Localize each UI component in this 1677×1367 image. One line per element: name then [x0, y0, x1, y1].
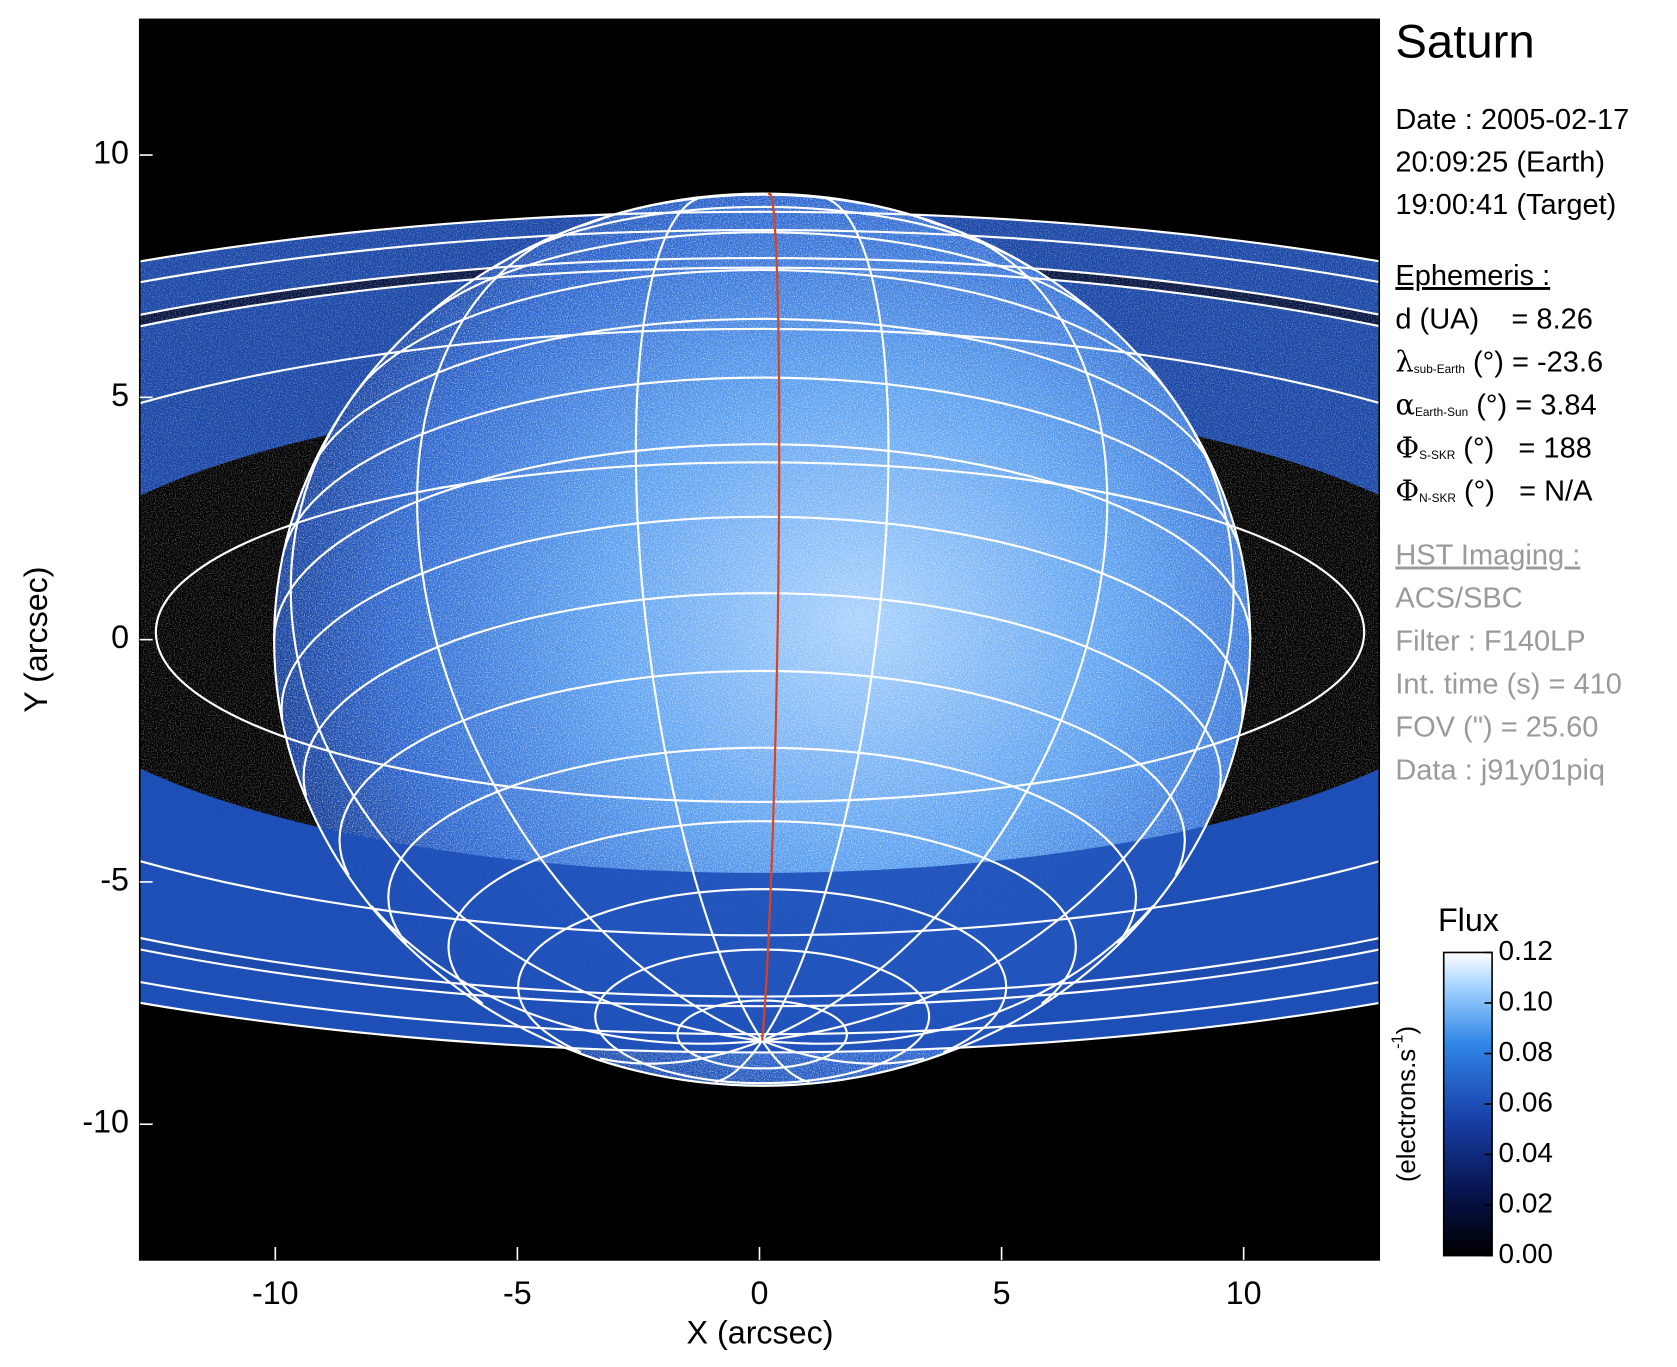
meridian-line: [762, 383, 1235, 1042]
latitude-line: [302, 592, 1222, 797]
info-line: Date : 2005-02-17: [1395, 104, 1629, 136]
meridian-line: [761, 1040, 810, 1084]
image: [139, 192, 1380, 1087]
ring-outline: [139, 257, 1380, 1008]
colorbar-tick-label: 0.00: [1499, 1238, 1553, 1269]
y-tick-label: -10: [82, 1104, 129, 1140]
x-tick-label: 5: [993, 1275, 1011, 1311]
ephemeris-row: ΦN-SKR (°) = N/A: [1395, 473, 1593, 507]
meridian-line: [370, 905, 763, 1045]
meridian-line: [761, 222, 1109, 1042]
symbol: Φ: [1395, 430, 1419, 464]
meridian-line: [599, 1039, 763, 1065]
imaging-heading: HST Imaging :: [1395, 540, 1580, 572]
meridian-line: [714, 1040, 764, 1084]
subscript: N-SKR: [1419, 491, 1456, 505]
latitude-line: [676, 999, 848, 1070]
planet-overlay: [273, 192, 1252, 1087]
title: Saturn: [1395, 16, 1534, 69]
central-meridian: [761, 192, 781, 1041]
colorbar-tick-label: 0.02: [1499, 1187, 1553, 1218]
row-text: (°) = N/A: [1456, 475, 1593, 507]
colorbar-tick-label: 0.10: [1499, 985, 1553, 1016]
colorbar-title: Flux: [1438, 902, 1499, 938]
colorbar-tick-label: 0.12: [1499, 935, 1553, 966]
planet-grid: [139, 192, 1380, 1087]
x-axis-label: X (arcsec): [687, 1315, 834, 1351]
x-tick-label: 10: [1226, 1275, 1262, 1311]
ephemeris-row: λsub-Earth (°) = -23.6: [1395, 344, 1603, 378]
ring-outline: [139, 327, 1380, 937]
colorbar-tick-label: 0.08: [1499, 1036, 1553, 1067]
colorbar-label-superscript: -1: [1389, 1034, 1407, 1048]
y-tick-label: 10: [93, 135, 129, 171]
latitude-line: [412, 231, 1112, 330]
x-tick-label: -10: [252, 1275, 299, 1311]
row-text: (°) = -23.6: [1465, 346, 1603, 378]
latitude-line: [489, 205, 1035, 271]
ring-outline: [139, 266, 1380, 998]
meridian-line: [762, 905, 1154, 1045]
y-tick-label: 0: [111, 619, 129, 655]
y-tick-label: -5: [100, 861, 129, 897]
colorbar-label-text: (electrons.s: [1393, 1049, 1421, 1182]
meridian-line: [634, 195, 764, 1042]
colorbar-ticks: 0.00 0.02 0.04 0.06 0.08 0.10 0.12: [1484, 935, 1553, 1269]
ring-outline: [139, 210, 1380, 1054]
latitude-line: [338, 669, 1186, 876]
imaging-row: Data : j91y01piq: [1395, 755, 1605, 787]
meridian-line: [761, 1039, 925, 1065]
axes: -10 -5 0 5 10 -10 -5 0 5 10: [82, 135, 1261, 1311]
row-text: d (UA) = 8.26: [1395, 303, 1593, 335]
ephemeris-row: d (UA) = 8.26: [1395, 303, 1593, 335]
latitude-line: [517, 888, 1008, 1054]
latitude-line: [594, 948, 931, 1085]
imaging-row: Filter : F140LP: [1395, 626, 1585, 658]
meridian-line: [416, 222, 763, 1042]
latitude-line: [353, 268, 1172, 397]
x-tick-label: 0: [751, 1275, 769, 1311]
info-line: 19:00:41 (Target): [1395, 189, 1616, 221]
latitude-line: [387, 746, 1138, 945]
ring-outline: [139, 229, 1380, 1036]
subscript: sub-Earth: [1414, 362, 1465, 376]
latitude-line: [280, 515, 1244, 720]
colorbar: [1442, 951, 1493, 1257]
info-line: 20:09:25 (Earth): [1395, 147, 1605, 179]
row-text: (°) = 3.84: [1468, 389, 1597, 421]
latitude-line: [589, 193, 936, 225]
row-text: (°) = 188: [1455, 432, 1592, 464]
latitude-line: [447, 820, 1077, 1005]
latitude-line: [308, 317, 1217, 475]
x-tick-label: -5: [503, 1275, 532, 1311]
colorbar-tick-label: 0.04: [1499, 1137, 1553, 1168]
symbol: λ: [1395, 344, 1413, 378]
subscript: S-SKR: [1419, 448, 1455, 462]
symbol: α: [1395, 387, 1415, 421]
y-axis-label: Y (arcsec): [18, 566, 54, 712]
symbol: Φ: [1395, 473, 1419, 507]
subscript: Earth-Sun: [1415, 405, 1468, 419]
info-panel: Date : 2005-02-17 20:09:25 (Earth) 19:00:4…: [1395, 104, 1629, 786]
ephemeris-row: ΦS-SKR (°) = 188: [1395, 430, 1592, 464]
imaging-row: FOV (") = 25.60: [1395, 712, 1598, 744]
imaging-row: ACS/SBC: [1395, 583, 1522, 615]
latitude-line: [273, 443, 1252, 640]
imaging-row: Int. time (s) = 410: [1395, 669, 1622, 701]
meridian-line: [761, 195, 890, 1042]
colorbar-label-end: ): [1393, 1026, 1421, 1035]
ring-outline: [154, 461, 1366, 804]
colorbar-label: (electrons.s-1): [1389, 1026, 1421, 1182]
ephemeris-row: αEarth-Sun (°) = 3.84: [1395, 387, 1596, 421]
y-tick-label: 5: [111, 377, 129, 413]
latitude-line: [283, 376, 1242, 551]
colorbar-tick-label: 0.06: [1499, 1086, 1553, 1117]
meridian-line: [289, 383, 763, 1042]
ephemeris-heading: Ephemeris :: [1395, 260, 1550, 292]
